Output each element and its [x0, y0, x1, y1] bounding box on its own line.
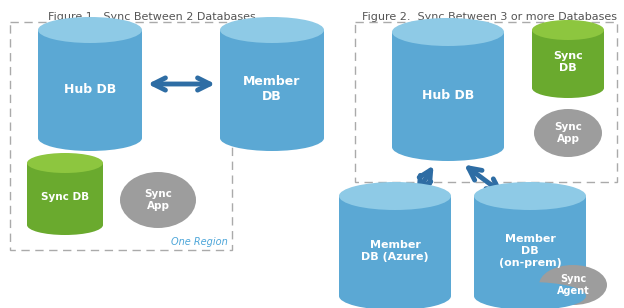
Bar: [38, 30, 142, 138]
Text: Sync
Agent: Sync Agent: [557, 274, 590, 296]
Text: Sync
App: Sync App: [554, 122, 582, 144]
Bar: [220, 30, 324, 138]
Text: Sync
DB: Sync DB: [553, 51, 583, 73]
Ellipse shape: [474, 182, 586, 210]
Ellipse shape: [27, 215, 103, 235]
Ellipse shape: [532, 78, 604, 98]
Ellipse shape: [38, 125, 142, 151]
Bar: [474, 196, 586, 296]
Ellipse shape: [38, 17, 142, 43]
Text: Figure 2.  Sync Between 3 or more Databases: Figure 2. Sync Between 3 or more Databas…: [363, 12, 618, 22]
Ellipse shape: [392, 18, 504, 46]
Ellipse shape: [392, 133, 504, 161]
Text: Hub DB: Hub DB: [64, 83, 116, 96]
Text: One Region: One Region: [171, 237, 228, 247]
Ellipse shape: [474, 282, 586, 308]
Text: Hub DB: Hub DB: [422, 89, 474, 102]
Text: Member
DB: Member DB: [243, 75, 301, 103]
Ellipse shape: [532, 20, 604, 40]
Ellipse shape: [539, 265, 607, 305]
Bar: [355, 22, 617, 182]
Ellipse shape: [339, 182, 451, 210]
Ellipse shape: [220, 125, 324, 151]
Ellipse shape: [534, 109, 602, 157]
Ellipse shape: [339, 282, 451, 308]
Text: Member
DB
(on-prem): Member DB (on-prem): [499, 234, 562, 268]
Text: Sync
App: Sync App: [144, 189, 172, 211]
Text: Sync DB: Sync DB: [41, 192, 89, 202]
Ellipse shape: [120, 172, 196, 228]
Ellipse shape: [220, 17, 324, 43]
Bar: [339, 196, 451, 296]
Ellipse shape: [27, 153, 103, 173]
Text: Figure 1.  Sync Between 2 Databases: Figure 1. Sync Between 2 Databases: [48, 12, 256, 22]
Text: Member
DB (Azure): Member DB (Azure): [361, 240, 429, 262]
Bar: [10, 22, 232, 250]
Bar: [27, 163, 103, 225]
Bar: [532, 30, 604, 88]
Bar: [392, 32, 504, 147]
